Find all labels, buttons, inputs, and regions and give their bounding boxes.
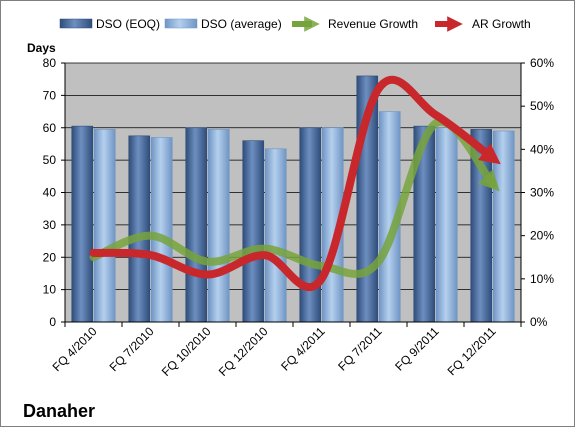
right-tick-label: 40% <box>530 142 554 156</box>
legend-swatch-dso-average <box>164 18 198 29</box>
left-tick-label: 80 <box>43 56 57 70</box>
left-tick-label: 40 <box>43 186 57 200</box>
line-revenue-growth <box>89 117 500 278</box>
bar-dso-eoq <box>128 135 151 323</box>
bar-dso-average <box>264 148 287 323</box>
left-tick-label: 0 <box>49 315 56 329</box>
growth-lines <box>89 75 501 291</box>
right-tick-label: 60% <box>530 56 554 70</box>
bar-dso-average <box>150 137 173 323</box>
legend-label-revenue-growth: Revenue Growth <box>328 17 418 31</box>
legend-label-dso-average: DSO (average) <box>201 17 282 31</box>
left-tick-label: 20 <box>43 250 57 264</box>
left-tick-label: 10 <box>43 283 57 297</box>
right-axis-ticks: 0% 10% 20% 30% 40% 50% 60% <box>521 56 554 329</box>
legend: DSO (EOQ) DSO (average) Revenue Growth A… <box>59 16 531 32</box>
legend-item-revenue-growth: Revenue Growth <box>292 16 418 32</box>
bar-dso-eoq <box>242 140 265 323</box>
bar-dso-eoq <box>185 127 208 323</box>
legend-item-dso-eoq: DSO (EOQ) <box>59 17 160 31</box>
line-ar-growth <box>89 75 501 291</box>
bar-dso-eoq <box>299 127 322 323</box>
legend-item-dso-average: DSO (average) <box>164 17 282 31</box>
right-tick-label: 10% <box>530 272 554 286</box>
right-tick-label: 20% <box>530 229 554 243</box>
left-tick-label: 50 <box>43 153 57 167</box>
bar-dso-average <box>93 129 116 323</box>
legend-swatch-dso-eoq <box>59 18 93 29</box>
y-axis-title: Days <box>27 41 56 55</box>
right-tick-label: 0% <box>530 315 548 329</box>
left-tick-label: 60 <box>43 121 57 135</box>
chart-title: Danaher <box>23 401 95 421</box>
legend-label-ar-growth: AR Growth <box>472 17 531 31</box>
right-tick-label: 30% <box>530 186 554 200</box>
legend-item-ar-growth: AR Growth <box>435 16 531 32</box>
left-tick-label: 70 <box>43 88 57 102</box>
right-tick-label: 50% <box>530 99 554 113</box>
left-tick-label: 30 <box>43 218 57 232</box>
bar-dso-eoq <box>71 125 94 323</box>
legend-label-dso-eoq: DSO (EOQ) <box>96 17 160 31</box>
bar-dso-average <box>435 127 458 323</box>
bar-dso-average <box>207 129 230 323</box>
left-axis-ticks: 0 10 20 30 40 50 60 70 80 <box>43 56 65 329</box>
bar-dso-average <box>492 130 515 323</box>
